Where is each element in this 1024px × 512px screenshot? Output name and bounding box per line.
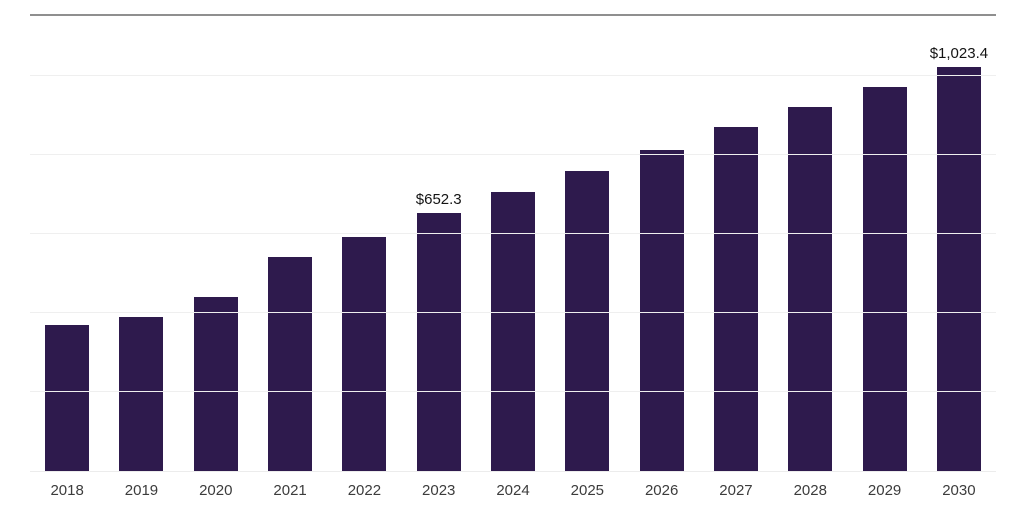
plot-area: $652.3 $1,023.4: [30, 14, 996, 472]
x-tick-2023: 2023: [422, 482, 456, 499]
bar-2021[interactable]: [268, 256, 313, 471]
bar-column-2024: [476, 16, 550, 471]
bar-2018[interactable]: [45, 324, 90, 471]
gridline-800: [30, 154, 996, 156]
bar-2026[interactable]: [639, 150, 684, 471]
data-label-2030: $1,023.4: [929, 44, 989, 62]
bar-2023[interactable]: [416, 213, 461, 471]
bar-2019[interactable]: [119, 317, 164, 471]
x-tick-2027: 2027: [719, 482, 753, 499]
x-tick-2020: 2020: [199, 482, 233, 499]
x-tick-2019: 2019: [124, 482, 159, 499]
x-tick-2029: 2029: [867, 482, 902, 499]
gridline-400: [30, 312, 996, 314]
bar-2028[interactable]: [788, 106, 833, 471]
bar-2027[interactable]: [713, 127, 758, 471]
x-tick-2030: 2030: [942, 482, 976, 499]
x-tick-2022: 2022: [347, 482, 382, 499]
bar-2030[interactable]: [936, 66, 981, 471]
x-tick-2028: 2028: [793, 482, 827, 499]
gridline-1000: [30, 75, 996, 77]
x-tick-2024: 2024: [496, 482, 530, 499]
data-label-2023: $652.3: [415, 191, 462, 209]
x-tick-2026: 2026: [644, 482, 679, 499]
gridline-200: [30, 391, 996, 393]
bar-column-2027: [699, 16, 773, 471]
bar-column-2030: $1,023.4: [922, 16, 996, 471]
bar-2022[interactable]: [342, 236, 387, 471]
bar-2029[interactable]: [862, 87, 907, 471]
bar-column-2019: [104, 16, 178, 471]
bar-column-2023: $652.3: [402, 16, 476, 471]
bar-column-2029: [847, 16, 921, 471]
x-axis: 2018 2019 2020 2021 2022 2023 2024 2025 2026 2027…: [30, 482, 996, 499]
bar-column-2026: [625, 16, 699, 471]
bar-column-2018: [30, 16, 104, 471]
gridline-600: [30, 233, 996, 235]
bar-2025[interactable]: [565, 170, 610, 471]
bar-column-2022: [327, 16, 401, 471]
bar-column-2025: [550, 16, 624, 471]
bar-2020[interactable]: [193, 296, 238, 471]
bar-column-2021: [253, 16, 327, 471]
bar-column-2028: [773, 16, 847, 471]
bar-2024[interactable]: [491, 191, 536, 471]
bar-column-2020: [179, 16, 253, 471]
x-tick-2025: 2025: [570, 482, 605, 499]
x-tick-2021: 2021: [273, 482, 307, 499]
bars-container: $652.3 $1,023.4: [30, 16, 996, 471]
x-tick-2018: 2018: [50, 482, 84, 499]
